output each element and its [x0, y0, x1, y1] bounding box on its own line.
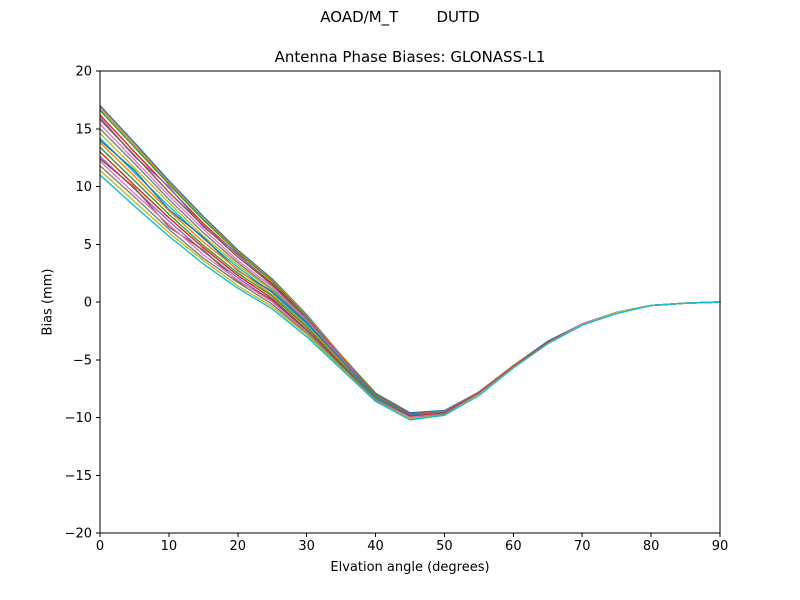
x-tick-label: 30 — [298, 539, 315, 554]
series-line — [99, 146, 721, 418]
x-tick-label: 70 — [574, 539, 591, 554]
series-line — [99, 128, 721, 416]
y-tick-label: −10 — [65, 411, 92, 426]
series-line — [99, 160, 721, 419]
series-line — [99, 141, 721, 418]
series-line — [99, 116, 721, 415]
series-line — [99, 104, 721, 414]
y-axis-label: Bias (mm) — [40, 268, 56, 336]
y-tick-label: 0 — [84, 296, 92, 311]
y-tick-label: 20 — [75, 65, 92, 80]
y-tick-label: 15 — [75, 122, 92, 137]
series-line — [99, 132, 721, 416]
x-axis-label: Elvation angle (degrees) — [330, 560, 490, 575]
y-tick-label: −5 — [73, 353, 92, 368]
x-tick-label: 80 — [643, 539, 660, 554]
x-tick-label: 0 — [96, 539, 104, 554]
y-tick-label: 10 — [75, 180, 92, 195]
series-line — [99, 109, 721, 415]
series-line — [99, 158, 721, 421]
series-line — [99, 137, 721, 418]
x-tick-label: 20 — [230, 539, 247, 554]
series-line — [99, 107, 721, 415]
series-line — [99, 118, 721, 415]
series-line — [99, 174, 721, 421]
chart-title: Antenna Phase Biases: GLONASS-L1 — [274, 48, 546, 66]
x-tick-label: 90 — [712, 539, 729, 554]
series-line — [99, 169, 721, 420]
series-line — [99, 123, 721, 416]
x-tick-label: 60 — [505, 539, 522, 554]
series-line — [99, 155, 721, 419]
series-line — [99, 139, 721, 416]
series-line — [99, 165, 721, 420]
y-tick-label: −15 — [65, 469, 92, 484]
figure-suptitle: AOAD/M_T DUTD — [320, 8, 480, 26]
x-tick-label: 10 — [161, 539, 178, 554]
y-tick-label: −20 — [65, 527, 92, 542]
x-tick-label: 50 — [436, 539, 453, 554]
series-line — [99, 114, 721, 415]
x-tick-label: 40 — [367, 539, 384, 554]
y-tick-label: 5 — [84, 238, 92, 253]
axes-frame — [99, 70, 721, 534]
series-line — [99, 151, 721, 418]
